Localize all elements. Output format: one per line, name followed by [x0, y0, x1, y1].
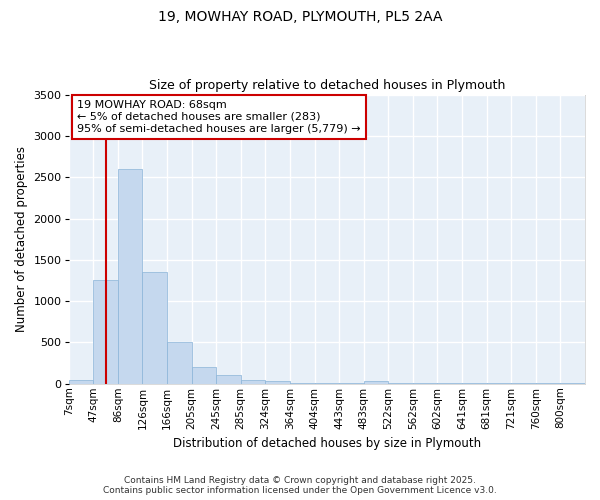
Text: 19, MOWHAY ROAD, PLYMOUTH, PL5 2AA: 19, MOWHAY ROAD, PLYMOUTH, PL5 2AA: [158, 10, 442, 24]
Text: Contains HM Land Registry data © Crown copyright and database right 2025.
Contai: Contains HM Land Registry data © Crown c…: [103, 476, 497, 495]
Bar: [241, 380, 265, 384]
Bar: [93, 280, 118, 384]
Bar: [142, 272, 167, 384]
Bar: [68, 380, 93, 384]
X-axis label: Distribution of detached houses by size in Plymouth: Distribution of detached houses by size …: [173, 437, 481, 450]
Bar: [216, 374, 241, 384]
Text: 19 MOWHAY ROAD: 68sqm
← 5% of detached houses are smaller (283)
95% of semi-deta: 19 MOWHAY ROAD: 68sqm ← 5% of detached h…: [77, 100, 361, 134]
Bar: [265, 381, 290, 384]
Y-axis label: Number of detached properties: Number of detached properties: [15, 146, 28, 332]
Bar: [118, 169, 142, 384]
Title: Size of property relative to detached houses in Plymouth: Size of property relative to detached ho…: [149, 79, 505, 92]
Bar: [167, 342, 191, 384]
Bar: [364, 382, 388, 384]
Bar: [191, 367, 216, 384]
